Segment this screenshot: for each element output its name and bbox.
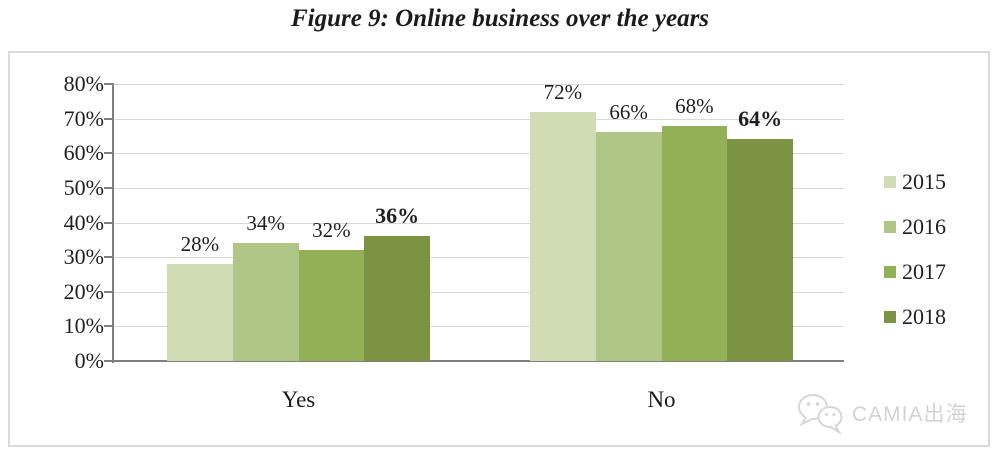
gridline <box>114 292 844 293</box>
y-axis-tick <box>104 83 113 85</box>
bar-2017-yes <box>298 250 365 361</box>
y-axis-tick <box>104 325 113 328</box>
legend-label-2016: 2016 <box>902 214 946 239</box>
legend-swatch-2016 <box>884 220 896 233</box>
y-axis-label: 10% <box>63 313 104 339</box>
bar-2015-no <box>530 111 596 361</box>
y-axis-label: 20% <box>63 278 104 304</box>
y-axis-tick <box>104 152 113 155</box>
legend-swatch-2017 <box>884 265 896 278</box>
legend-swatch-2018 <box>884 310 896 323</box>
watermark: CAMIA出海 <box>796 390 982 436</box>
chart-title: Figure 9: Online business over the years <box>290 5 710 32</box>
legend-item-2018: 2018 <box>884 303 946 330</box>
gridline <box>114 326 844 327</box>
y-axis-tick <box>104 290 113 293</box>
y-axis-tick <box>104 360 113 362</box>
y-axis-label: 50% <box>63 174 104 200</box>
bar-2018-yes <box>364 236 430 361</box>
legend-item-2016: 2016 <box>884 213 946 240</box>
bar-2016-yes <box>232 243 299 361</box>
bar-label-2016-yes: 34% <box>246 211 285 236</box>
bar-label-2015-yes: 28% <box>180 232 220 257</box>
x-axis-line <box>112 360 844 362</box>
gridline <box>114 223 844 224</box>
gridline <box>114 119 844 120</box>
legend-label-2015: 2015 <box>902 169 946 194</box>
bar-label-2018-no: 64% <box>738 106 783 132</box>
bar-2016-no <box>595 132 662 361</box>
bar-label-2017-no: 68% <box>675 93 714 118</box>
bar-label-2015-no: 72% <box>543 79 583 104</box>
y-axis-label: 80% <box>63 71 104 96</box>
legend-item-2015: 2015 <box>884 168 946 195</box>
watermark-text: CAMIA出海 <box>852 403 968 426</box>
bar-label-2016-no: 66% <box>609 100 648 125</box>
legend-label-2017: 2017 <box>902 259 946 284</box>
gridline <box>114 188 844 189</box>
legend-label-2018: 2018 <box>902 304 946 329</box>
gridline <box>114 153 844 154</box>
y-axis-label: 0% <box>74 348 104 373</box>
category-label-yes: Yes <box>281 387 316 412</box>
y-axis-label: 70% <box>63 105 104 131</box>
y-axis-label: 60% <box>63 140 104 166</box>
y-axis-tick <box>104 221 113 224</box>
y-axis-tick <box>104 186 113 189</box>
wechat-icon <box>796 391 848 435</box>
y-axis-label: 30% <box>63 244 104 270</box>
gridline <box>114 84 844 85</box>
gridline <box>114 257 844 258</box>
bar-label-2017-yes: 32% <box>312 218 351 243</box>
y-axis-line <box>112 83 114 363</box>
bar-2018-no <box>727 139 793 361</box>
y-axis-tick <box>104 117 113 120</box>
legend-item-2017: 2017 <box>884 258 946 285</box>
bar-2015-yes <box>167 264 233 361</box>
y-axis-label: 40% <box>63 209 104 235</box>
chart-frame <box>8 51 990 447</box>
y-axis-tick <box>104 256 113 259</box>
bar-label-2018-yes: 36% <box>375 203 420 229</box>
legend-swatch-2015 <box>884 175 896 188</box>
category-label-no: No <box>647 387 676 412</box>
bar-2017-no <box>661 125 728 361</box>
